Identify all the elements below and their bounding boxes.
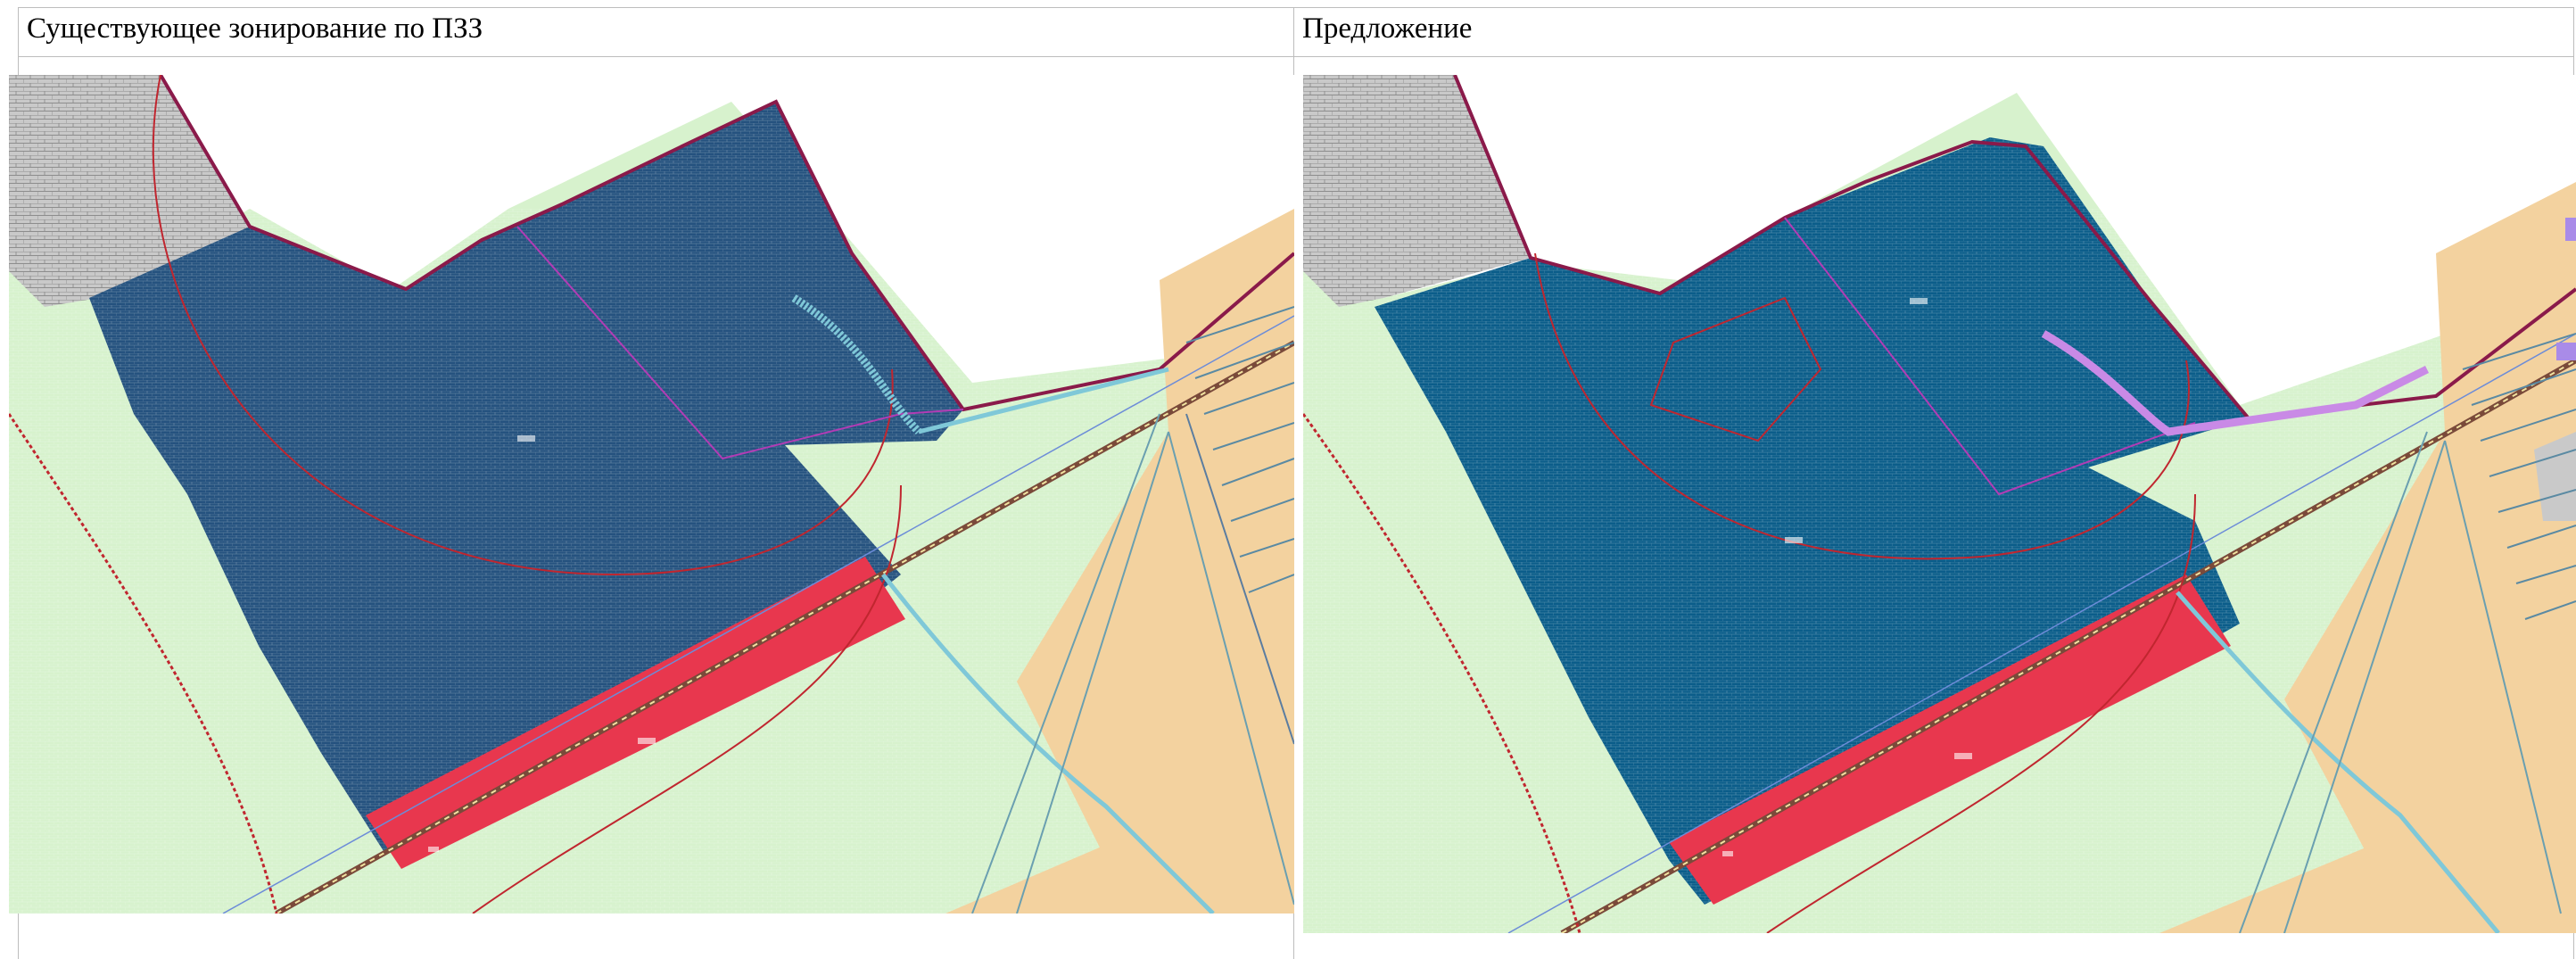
proposal-map[interactable] <box>1303 75 2576 933</box>
proposal-map-svg <box>1303 75 2576 933</box>
proposal-header: Предложение <box>1302 12 1473 45</box>
orange-zone <box>1017 209 1294 914</box>
existing-zoning-map[interactable] <box>9 75 1294 914</box>
red-zone <box>1669 575 2231 905</box>
table-header-divider <box>18 56 2574 57</box>
existing-zoning-map-svg <box>9 75 1294 914</box>
proposed-path <box>2041 330 2430 436</box>
orange-zone <box>945 833 1195 914</box>
existing-zoning-header: Существующее зонирование по ПЗЗ <box>27 12 483 45</box>
orange-zone <box>2284 182 2576 933</box>
orange-zone <box>2159 833 2463 933</box>
